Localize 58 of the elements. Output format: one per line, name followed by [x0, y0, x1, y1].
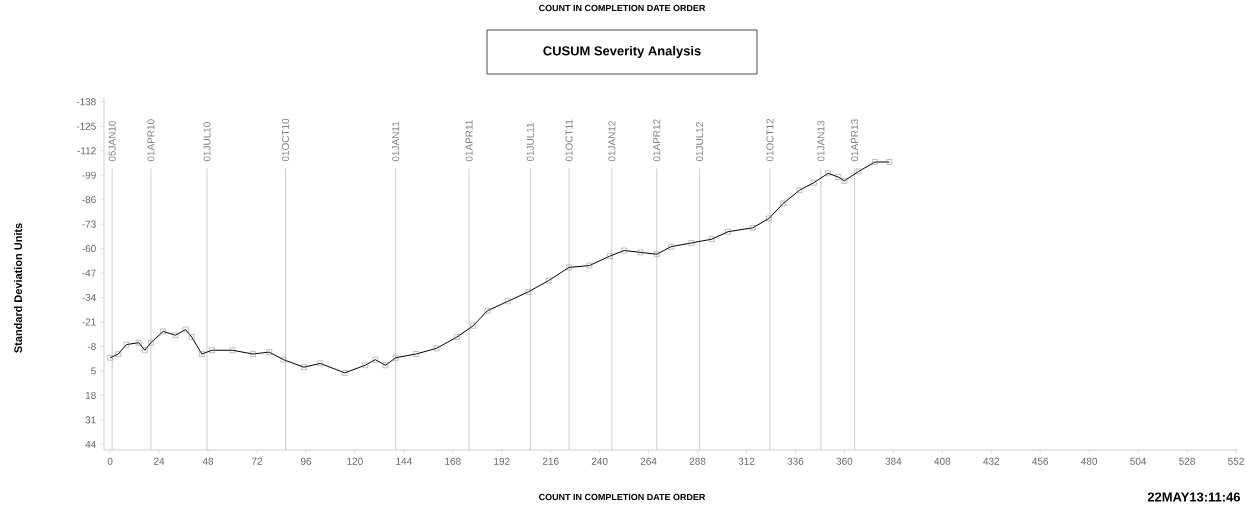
y-tick-label: -73	[82, 220, 96, 228]
y-tick-label: -34	[82, 294, 96, 302]
x-tick-label: 96	[300, 457, 312, 465]
x-tick-label: 336	[787, 457, 804, 465]
x-tick-label: 192	[494, 457, 510, 465]
y-tick-label: -8	[87, 342, 96, 350]
x-tick-label: 168	[445, 457, 461, 465]
x-tick-label: 216	[542, 457, 559, 465]
x-tick-label: 288	[689, 457, 706, 465]
x-tick-label: 552	[1228, 457, 1244, 465]
ref-line-label: 01OCT11	[565, 119, 573, 162]
x-tick-label: 312	[738, 457, 755, 465]
y-tick-label: -125	[76, 122, 96, 130]
y-axis-title: Standard Deviation Units	[13, 223, 23, 353]
y-tick-label: 44	[85, 440, 96, 448]
ref-line-label: 01JAN13	[817, 121, 825, 162]
ref-line-label: 01APR11	[465, 120, 473, 162]
ref-line-label: 05JAN10	[108, 120, 116, 162]
x-tick-label: 144	[396, 457, 412, 465]
ref-line-label: 01JAN11	[392, 121, 400, 162]
y-tick-label: 5	[91, 367, 96, 375]
y-tick-label: -99	[82, 171, 96, 179]
x-tick-label: 480	[1081, 457, 1098, 465]
x-tick-label: 384	[885, 457, 902, 465]
y-tick-label: -60	[82, 245, 96, 253]
ref-line-label: 01JUL11	[526, 122, 534, 162]
text: COUNT IN COMPLETION DATE ORDER	[539, 4, 706, 12]
x-tick-label: 120	[347, 457, 363, 465]
x-tick-label: 360	[836, 457, 853, 465]
ref-line-label: 01JUL10	[203, 122, 211, 162]
x-axis-title: COUNT IN COMPLETION DATE ORDER	[539, 493, 706, 501]
y-tick-label: -21	[82, 318, 96, 326]
x-tick-label: 48	[202, 457, 214, 465]
y-tick-label: 18	[85, 391, 96, 399]
ref-line-label: 01JUL12	[696, 122, 704, 162]
ref-line-label: 01APR12	[653, 119, 661, 162]
x-tick-label: 528	[1179, 457, 1195, 465]
x-tick-label: 240	[591, 457, 608, 465]
x-tick-label: 72	[251, 457, 263, 465]
ref-line-label: 01JAN12	[608, 121, 616, 162]
x-tick-label: 408	[934, 457, 951, 465]
x-tick-label: 504	[1130, 457, 1147, 465]
x-tick-label: 0	[107, 457, 113, 465]
ref-line-label: 01OCT10	[282, 118, 290, 162]
ref-line-label: 01APR10	[147, 119, 155, 162]
y-tick-label: -47	[82, 269, 96, 277]
y-tick-label: -112	[77, 147, 96, 155]
y-tick-label: -138	[76, 98, 96, 106]
x-tick-label: 456	[1032, 457, 1049, 465]
y-tick-label: 31	[85, 416, 96, 424]
y-tick-label: -86	[82, 196, 96, 204]
x-tick-label: 432	[983, 457, 1000, 465]
x-tick-label: 24	[154, 457, 165, 465]
ref-line-label: 01APR13	[851, 119, 859, 162]
chart-title: CUSUM Severity Analysis	[543, 45, 701, 59]
text: 22MAY13:11:46	[1147, 492, 1241, 502]
x-tick-label: 264	[640, 457, 657, 465]
ref-line-label: 01OCT12	[766, 118, 774, 162]
